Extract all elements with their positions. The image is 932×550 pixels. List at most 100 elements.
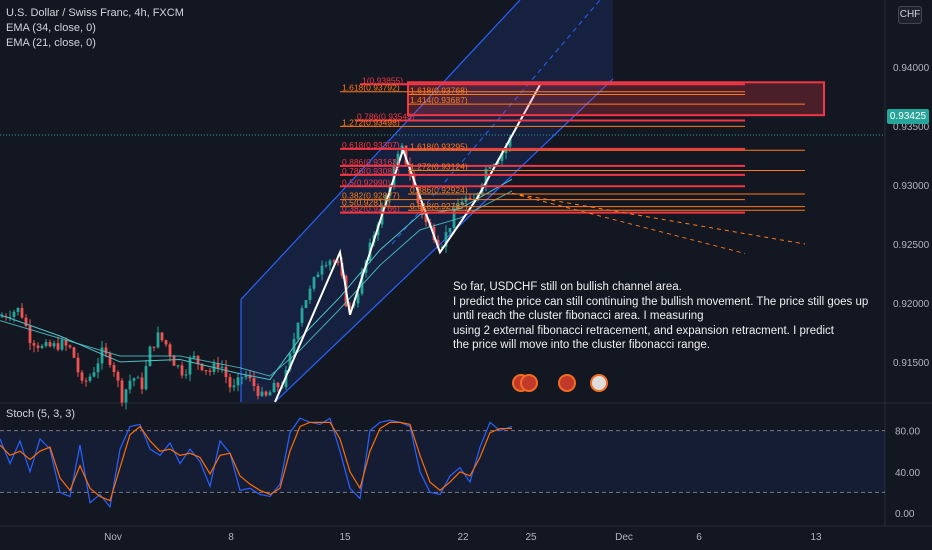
candle-body xyxy=(180,365,184,376)
candle-body xyxy=(304,300,308,308)
candle-body xyxy=(108,353,112,366)
time-tick-label: Dec xyxy=(615,532,633,543)
candle-body xyxy=(60,340,64,350)
time-tick-label: 25 xyxy=(525,532,537,543)
candle-body xyxy=(420,203,424,215)
time-tick-label: 13 xyxy=(810,532,822,543)
candle-body xyxy=(312,277,316,289)
candle-body xyxy=(360,272,364,294)
candle-body xyxy=(24,317,28,326)
price-tick-label: 0.93000 xyxy=(893,181,930,192)
candle-body xyxy=(120,380,124,403)
note-line: until reach the cluster fibonacci area. … xyxy=(453,310,704,322)
projection-dashed-line xyxy=(511,192,806,245)
candle-body xyxy=(132,378,136,381)
candle-body xyxy=(112,365,116,373)
ema-21-label[interactable]: EMA (21, close, 0) xyxy=(6,37,96,49)
ema-34-line xyxy=(0,190,513,377)
candle-body xyxy=(348,306,352,308)
candle-body xyxy=(468,197,472,200)
candle-body xyxy=(100,347,104,364)
candle-body xyxy=(8,316,12,318)
time-tick-label: 6 xyxy=(696,532,702,543)
fib-level-label: 0.382(0.92766) xyxy=(342,204,400,214)
candle-body xyxy=(28,325,32,344)
channel-fill xyxy=(241,0,613,402)
candle-body xyxy=(104,347,108,354)
price-tick-label: 0.94000 xyxy=(893,63,930,74)
candle-body xyxy=(184,374,188,376)
candle-body xyxy=(240,377,244,379)
candle-body xyxy=(96,363,100,373)
candle-body xyxy=(296,322,300,339)
fib-level-label: 0.382(0.92877) xyxy=(342,191,400,201)
candle-body xyxy=(92,372,96,377)
candle-body xyxy=(88,376,92,381)
candle-body xyxy=(72,347,76,358)
candle-body xyxy=(160,332,164,341)
candle-body xyxy=(236,377,240,386)
stoch-band-fill xyxy=(0,430,885,493)
candle-body xyxy=(164,340,168,345)
candle-body xyxy=(416,186,420,204)
cluster-fib-box xyxy=(407,81,825,117)
candle-body xyxy=(56,343,60,350)
note-line: I predict the price can still continuing… xyxy=(453,295,869,308)
channel-lower-line xyxy=(274,78,614,403)
candle-body xyxy=(264,391,268,396)
candle-body xyxy=(300,307,304,323)
candle-body xyxy=(356,293,360,304)
candle-body xyxy=(152,346,156,348)
symbol-title[interactable]: U.S. Dollar / Swiss Franc, 4h, FXCM xyxy=(6,7,184,19)
fib-level-label: 1.618(0.93768) xyxy=(410,86,468,96)
fib-levels-group: 1(0.93855)1.618(0.93792) 1.618(0.93768)1.… xyxy=(340,75,805,214)
us-flag-event-icon[interactable] xyxy=(590,374,608,392)
fib-level-label: 0.786(0.93087) xyxy=(342,166,400,176)
candle-body xyxy=(76,357,80,373)
fib-level-label: 1.272(0.93498) xyxy=(342,117,400,127)
price-tick-label: 0.92500 xyxy=(893,240,930,251)
stoch-d-line xyxy=(0,421,512,502)
candle-body xyxy=(288,353,292,370)
candle-body xyxy=(404,145,408,165)
candle-body xyxy=(484,168,488,185)
candle-body xyxy=(228,377,232,388)
analysis-note: So far, USDCHF still on bullish channel … xyxy=(453,280,869,353)
candle-body xyxy=(336,261,340,263)
currency-button[interactable]: CHF xyxy=(898,6,922,24)
fib-level-label: 0.618(0.93307) xyxy=(342,140,400,150)
ema-34-label[interactable]: EMA (34, close, 0) xyxy=(6,22,96,34)
dividend-event-icon[interactable] xyxy=(520,374,538,392)
candle-body xyxy=(136,377,140,379)
candle-body xyxy=(208,370,212,372)
candle-body xyxy=(308,288,312,301)
candle-body xyxy=(224,366,228,378)
candle-body xyxy=(12,311,16,317)
candle-body xyxy=(424,214,428,223)
candle-body xyxy=(220,366,224,368)
candle-body xyxy=(244,375,248,378)
note-line: So far, USDCHF still on bullish channel … xyxy=(453,281,682,293)
candle-body xyxy=(272,382,276,393)
candle-body xyxy=(216,363,220,368)
candle-body xyxy=(320,265,324,275)
fib-level-label: 0.618(0.92787) xyxy=(410,201,468,211)
candle-body xyxy=(176,365,180,367)
candle-body xyxy=(260,391,264,396)
candle-body xyxy=(172,355,176,366)
candle-body xyxy=(140,377,144,390)
stoch-label[interactable]: Stoch (5, 3, 3) xyxy=(6,408,76,420)
candle-body xyxy=(232,385,236,388)
fib-level-label: 0.886(0.93163) xyxy=(342,157,400,167)
projection-dashed-line xyxy=(511,192,746,254)
candle-body xyxy=(124,389,128,403)
candle-body xyxy=(396,153,400,166)
time-tick-label: 15 xyxy=(339,532,351,543)
candle-body xyxy=(20,307,24,318)
note-line: using 2 external fibonacci retracement, … xyxy=(453,324,834,337)
health-event-icon[interactable] xyxy=(558,374,576,392)
candle-body xyxy=(128,380,132,390)
candle-body xyxy=(188,357,192,375)
candle-body xyxy=(68,345,72,348)
